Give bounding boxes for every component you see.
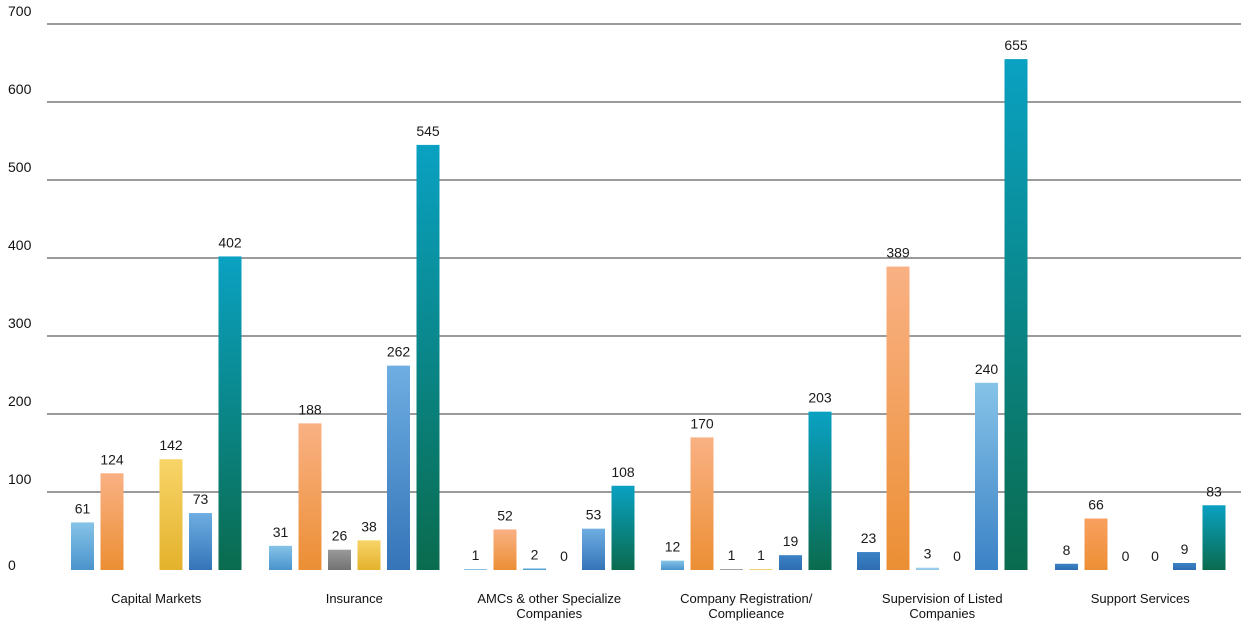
bar	[975, 382, 998, 570]
bar	[71, 522, 94, 570]
data-label: 9	[1181, 541, 1189, 557]
y-tick-label: 300	[8, 315, 32, 331]
x-tick-label: Insurance	[326, 591, 383, 606]
data-label: 8	[1063, 542, 1071, 558]
bar	[611, 485, 635, 570]
gridlines	[47, 23, 1241, 493]
data-label: 61	[75, 500, 91, 516]
bar	[218, 256, 242, 570]
data-label: 655	[1004, 37, 1028, 53]
data-label: 0	[953, 548, 961, 564]
data-label: 83	[1206, 483, 1222, 499]
bar	[1004, 59, 1028, 570]
data-label: 188	[298, 401, 322, 417]
data-label: 142	[159, 437, 183, 453]
x-tick-label: Supervision of Listed Companies	[882, 591, 1003, 621]
bar	[1202, 505, 1226, 570]
x-tick-label: Capital Markets	[111, 591, 202, 606]
bar	[100, 473, 124, 570]
bar	[493, 529, 517, 570]
bar	[416, 144, 440, 570]
data-label: 2	[531, 546, 539, 562]
bar	[779, 555, 802, 570]
data-label: 170	[690, 415, 714, 431]
bars	[71, 59, 1226, 570]
data-label: 402	[218, 234, 242, 250]
data-label: 66	[1088, 497, 1104, 513]
x-axis-labels: Capital Markets Insurance AMCs & other Spe…	[111, 591, 1190, 621]
bar	[916, 567, 939, 570]
bar	[690, 437, 714, 570]
bar	[387, 365, 410, 570]
data-label: 240	[975, 361, 999, 377]
bar	[661, 560, 684, 570]
x-tick-label: Company Registration/Complieance	[680, 591, 813, 621]
bar	[720, 569, 743, 570]
data-label: 0	[1151, 548, 1159, 564]
bar	[298, 423, 322, 570]
data-label: 0	[560, 548, 568, 564]
bar	[582, 528, 605, 570]
y-axis-ticks: 0 100 200 300 400 500 600 700	[8, 3, 32, 573]
data-label: 1	[728, 547, 736, 563]
data-label: 73	[193, 491, 209, 507]
bar	[523, 568, 546, 570]
data-label: 19	[783, 533, 799, 549]
x-tick-label: Support Services	[1091, 591, 1190, 606]
y-tick-label: 200	[8, 393, 32, 409]
bar	[1055, 563, 1078, 570]
bar	[159, 459, 183, 570]
data-label: 1	[757, 547, 765, 563]
y-tick-label: 0	[8, 557, 16, 573]
data-label: 31	[273, 524, 289, 540]
data-label: 545	[416, 123, 440, 139]
data-label: 52	[497, 507, 513, 523]
data-label: 53	[586, 507, 602, 523]
bar	[357, 540, 381, 570]
data-label: 108	[611, 464, 635, 480]
y-tick-label: 600	[8, 81, 32, 97]
bar	[808, 411, 832, 570]
bar	[749, 569, 773, 570]
data-label: 3	[924, 546, 932, 562]
data-label: 23	[861, 530, 877, 546]
bar	[189, 513, 212, 570]
data-label: 38	[361, 518, 377, 534]
bar	[328, 549, 351, 570]
y-tick-label: 700	[8, 3, 32, 19]
bar	[1084, 518, 1108, 570]
data-label: 389	[886, 245, 910, 261]
data-label: 0	[1122, 548, 1130, 564]
data-label: 26	[332, 528, 348, 544]
data-label: 1	[472, 547, 480, 563]
bar	[886, 266, 910, 570]
y-tick-label: 100	[8, 471, 32, 487]
bar	[269, 545, 292, 570]
y-tick-label: 400	[8, 237, 32, 253]
data-label: 262	[387, 344, 411, 360]
bar	[464, 569, 487, 570]
data-label: 203	[808, 390, 832, 406]
bar	[1173, 562, 1196, 570]
data-label: 124	[100, 451, 124, 467]
data-label: 12	[665, 539, 681, 555]
y-tick-label: 500	[8, 159, 32, 175]
x-tick-label: AMCs & other Specialize Companies	[477, 591, 621, 621]
bar	[857, 552, 880, 570]
